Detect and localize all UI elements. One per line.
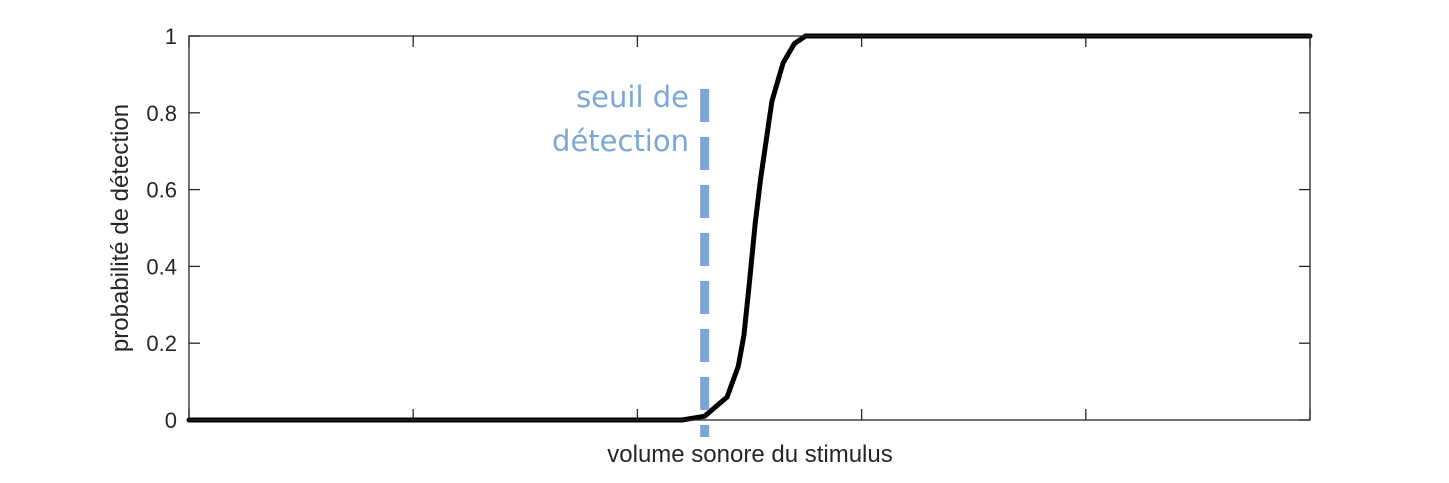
y-tick-label: 1 bbox=[165, 24, 177, 49]
y-tick-label: 0.4 bbox=[146, 254, 177, 279]
threshold-label-line1: seuil de bbox=[576, 80, 689, 114]
y-axis-label: probabilité de détection bbox=[107, 104, 134, 352]
y-tick-label: 0.8 bbox=[146, 101, 177, 126]
plot-area bbox=[189, 36, 1310, 420]
plot-frame bbox=[188, 35, 1311, 421]
x-axis-label: volume sonore du stimulus bbox=[607, 441, 892, 468]
y-tick-labels: 0 0.2 0.4 0.6 0.8 1 bbox=[146, 24, 177, 433]
y-tick-label: 0 bbox=[165, 408, 177, 433]
y-tick-label: 0.2 bbox=[146, 331, 177, 356]
y-tick-label: 0.6 bbox=[146, 178, 177, 203]
threshold-label-line2: détection bbox=[552, 124, 689, 158]
